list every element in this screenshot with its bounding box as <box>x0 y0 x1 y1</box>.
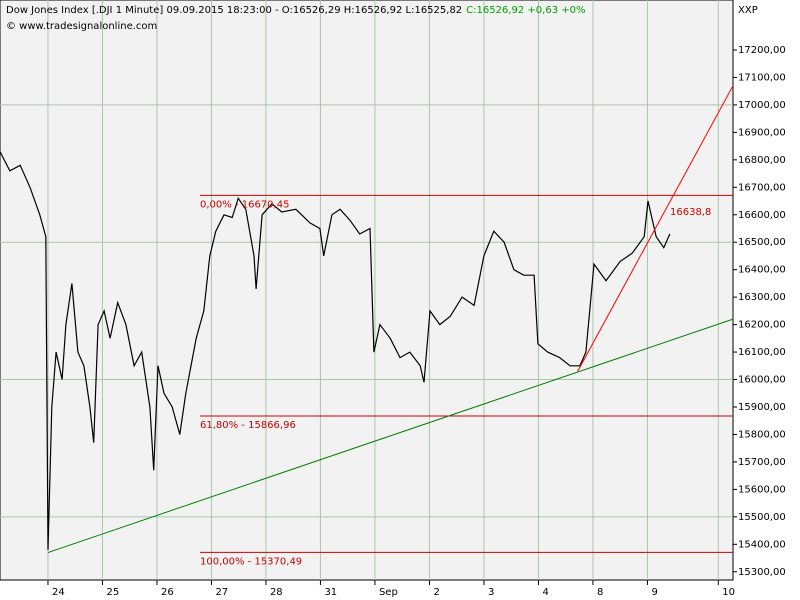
x-tick-label: 27 <box>215 587 228 598</box>
instrument-info: Dow Jones Index [.DJI 1 Minute] 09.09.20… <box>6 5 462 16</box>
price-line <box>0 151 671 550</box>
x-tick-label: 26 <box>161 587 174 598</box>
x-tick-label: 8 <box>597 587 603 598</box>
y-tick-label: 16400,00 <box>738 265 786 276</box>
y-tick-label: 15900,00 <box>738 402 786 413</box>
y-tick-label: 15700,00 <box>738 457 786 468</box>
x-tick-label: 28 <box>270 587 283 598</box>
y-tick-label: 16300,00 <box>738 292 786 303</box>
x-tick-label: 9 <box>651 587 657 598</box>
y-tick-label: 17200,00 <box>738 45 786 56</box>
chart-header: Dow Jones Index [.DJI 1 Minute] 09.09.20… <box>6 5 585 16</box>
copyright: © www.tradesignalonline.com <box>6 21 157 32</box>
x-tick-label: 31 <box>324 587 337 598</box>
level-label: 100,00% - 15370,49 <box>200 556 302 567</box>
y-tick-label: 17100,00 <box>738 72 786 83</box>
y-tick-label: 17000,00 <box>738 100 786 111</box>
y-tick-label: 15300,00 <box>738 567 786 578</box>
x-tick-label: 24 <box>52 587 65 598</box>
x-tick-label: 3 <box>488 587 494 598</box>
y-tick-label: 16600,00 <box>738 210 786 221</box>
y-tick-label: 16000,00 <box>738 375 786 386</box>
close-info: C:16526,92 +0,63 +0% <box>466 5 585 16</box>
y-tick-label: 16900,00 <box>738 127 786 138</box>
y-tick-label: 16200,00 <box>738 320 786 331</box>
trend-line <box>577 85 734 372</box>
y-tick-label: 16100,00 <box>738 347 786 358</box>
level-label: 0,00% - 16670,45 <box>200 199 289 210</box>
x-tick-label: 10 <box>722 587 735 598</box>
y-tick-label: 16800,00 <box>738 155 786 166</box>
y-tick-label: 15400,00 <box>738 539 786 550</box>
trend-line <box>47 318 734 554</box>
y-tick-label: 15600,00 <box>738 484 786 495</box>
y-tick-label: 15500,00 <box>738 512 786 523</box>
x-tick-label: Sep <box>379 587 398 598</box>
trend-annotation: 16638,8 <box>670 207 711 218</box>
y-tick-label: 16700,00 <box>738 182 786 193</box>
x-tick-label: 4 <box>542 587 548 598</box>
plot-area <box>0 0 734 581</box>
y-tick-label: 16500,00 <box>738 237 786 248</box>
level-label: 61,80% - 15866,96 <box>200 420 296 431</box>
x-tick-label: 2 <box>433 587 439 598</box>
x-tick-label: 25 <box>106 587 119 598</box>
axis-title: XXP <box>738 5 758 16</box>
y-tick-label: 15800,00 <box>738 429 786 440</box>
